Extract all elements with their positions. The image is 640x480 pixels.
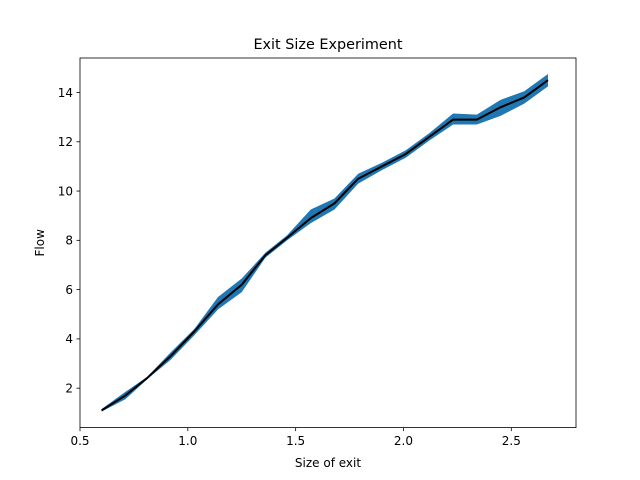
y-tick-label: 10: [58, 184, 73, 198]
data-point: [286, 237, 288, 239]
data-point: [428, 136, 430, 138]
y-axis-label: Flow: [33, 229, 47, 257]
data-point: [452, 119, 454, 121]
data-point: [523, 96, 525, 98]
data-point: [217, 303, 219, 305]
x-tick-label: 1.5: [286, 434, 305, 448]
y-tick-label: 14: [58, 86, 73, 100]
y-tick-label: 12: [58, 135, 73, 149]
x-tick-label: 2.5: [502, 434, 521, 448]
x-tick-label: 0.5: [70, 434, 89, 448]
chart-title: Exit Size Experiment: [253, 37, 402, 53]
series-line: [101, 79, 549, 412]
y-tick-label: 8: [65, 234, 73, 248]
data-point: [547, 79, 549, 81]
data-point: [124, 395, 126, 397]
data-point: [193, 331, 195, 333]
data-point: [264, 254, 266, 256]
y-tick-label: 6: [65, 283, 73, 297]
data-point: [101, 409, 103, 411]
tick-layer: 0.5 1.0 1.5 2.0 2.5 2 4 6 8 10 12 14: [58, 86, 521, 448]
data-point: [170, 355, 172, 357]
data-point: [357, 178, 359, 180]
x-axis-label: Size of exit: [295, 456, 361, 470]
data-point: [146, 377, 148, 379]
data-point: [333, 202, 335, 204]
data-point: [405, 153, 407, 155]
data-point: [241, 284, 243, 286]
y-tick-label: 4: [65, 332, 73, 346]
data-point: [310, 217, 312, 219]
x-tick-label: 1.0: [178, 434, 197, 448]
data-line-layer: [101, 79, 549, 412]
axes-frame: [79, 57, 577, 429]
data-point: [381, 165, 383, 167]
data-point: [500, 106, 502, 108]
y-tick-label: 2: [65, 381, 73, 395]
x-tick-label: 2.0: [394, 434, 413, 448]
data-point: [476, 119, 478, 121]
